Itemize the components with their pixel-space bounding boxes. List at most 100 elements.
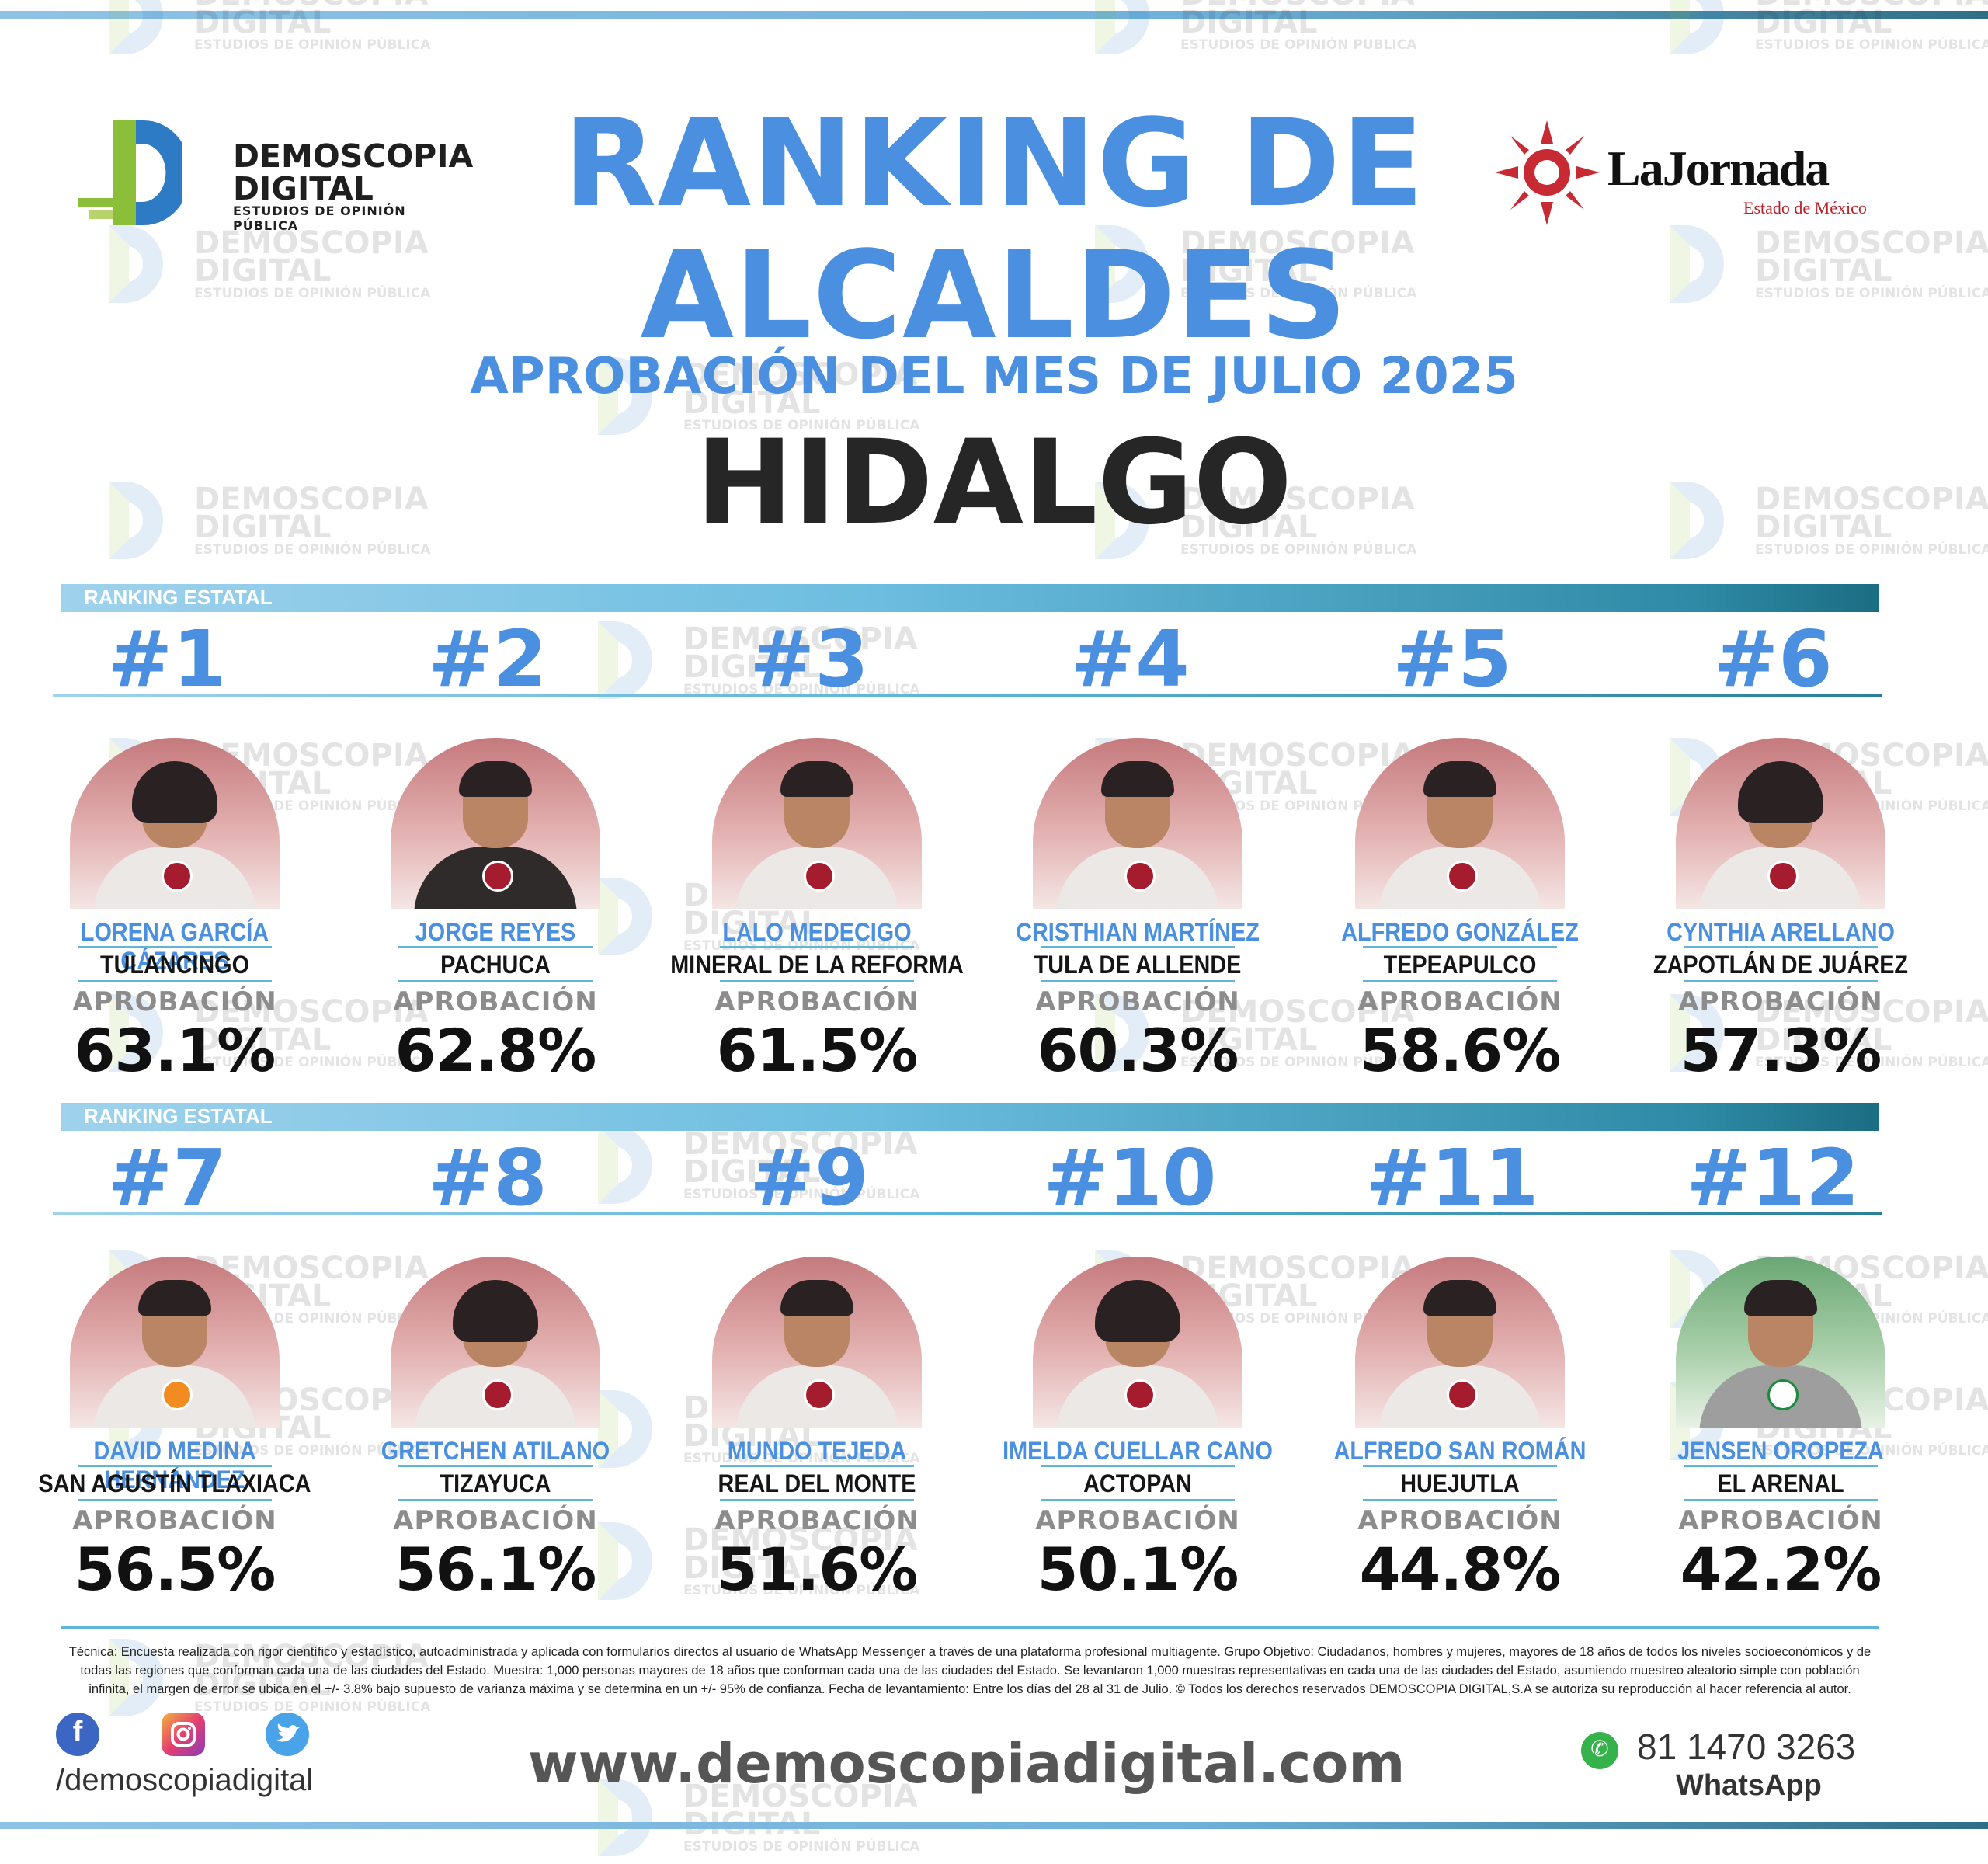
candidate-name: LALO MEDECIGO bbox=[722, 918, 912, 946]
approval-label: APROBACIÓN bbox=[1357, 1505, 1562, 1536]
approval-value: 50.1% bbox=[1037, 1535, 1239, 1604]
candidate-card: ALFREDO SAN ROMÁN HUEJUTLA APROBACIÓN 44.8% bbox=[1297, 1257, 1623, 1604]
rank-number: #5 bbox=[1392, 614, 1512, 704]
candidate-card: LORENA GARCÍA CÁZARES TULANCINGO APROBACIÓ… bbox=[12, 738, 338, 1085]
section-label: RANKING ESTATAL bbox=[84, 586, 273, 609]
state-title: HIDALGO bbox=[695, 416, 1293, 551]
candidate-photo bbox=[70, 738, 280, 909]
approval-value: 56.5% bbox=[74, 1535, 276, 1604]
candidate-card: MUNDO TEJEDA REAL DEL MONTE APROBACIÓN 51.6… bbox=[654, 1257, 980, 1604]
title-line-2: ALCALDES bbox=[640, 224, 1348, 366]
candidate-card: CYNTHIA ARELLANO ZAPOTLÁN DE JUÁREZ APROBA… bbox=[1618, 738, 1944, 1085]
approval-label: APROBACIÓN bbox=[72, 986, 277, 1017]
facebook-icon[interactable]: f bbox=[56, 1713, 99, 1756]
partner-name: LaJornada bbox=[1607, 141, 1830, 196]
candidate-name: MUNDO TEJEDA bbox=[727, 1437, 907, 1465]
approval-value: 58.6% bbox=[1359, 1016, 1562, 1085]
ranking-band-2: RANKING ESTATAL bbox=[61, 1103, 1879, 1131]
candidate-card: ALFREDO GONZÁLEZ TEPEAPULCO APROBACIÓN 58.6… bbox=[1297, 738, 1623, 1085]
municipality-name: REAL DEL MONTE bbox=[718, 1469, 916, 1497]
approval-label: APROBACIÓN bbox=[1678, 1505, 1883, 1536]
website-link[interactable]: www.demoscopiadigital.com bbox=[528, 1732, 1406, 1796]
rank-number: #6 bbox=[1713, 614, 1833, 704]
twitter-icon[interactable] bbox=[266, 1713, 309, 1756]
candidate-photo bbox=[1355, 738, 1565, 909]
partner-sub: Estado de México bbox=[1743, 198, 1867, 217]
municipality-name: ACTOPAN bbox=[1083, 1469, 1192, 1497]
section-label: RANKING ESTATAL bbox=[84, 1104, 273, 1128]
rank-number: #7 bbox=[107, 1132, 227, 1223]
la-jornada-logo: LaJornada Estado de México bbox=[1495, 120, 1883, 229]
approval-value: 51.6% bbox=[716, 1535, 919, 1604]
candidate-name: JORGE REYES bbox=[415, 918, 576, 946]
rank-divider-1 bbox=[53, 694, 1882, 697]
rank-number: #9 bbox=[749, 1132, 869, 1223]
candidate-name: IMELDA CUELLAR CANO bbox=[1003, 1437, 1273, 1465]
approval-label: APROBACIÓN bbox=[393, 986, 598, 1017]
candidate-photo bbox=[1355, 1257, 1565, 1428]
municipality-name: PACHUCA bbox=[440, 951, 551, 979]
party-badge-icon bbox=[1124, 861, 1156, 892]
municipality-name: HUEJUTLA bbox=[1400, 1469, 1520, 1497]
footer-divider bbox=[61, 1626, 1879, 1629]
party-badge-icon bbox=[1447, 1379, 1478, 1410]
municipality-name: SAN AGUSTÍN TLAXIACA bbox=[38, 1469, 311, 1497]
candidate-photo bbox=[1033, 1257, 1242, 1428]
approval-label: APROBACIÓN bbox=[714, 1505, 919, 1536]
party-badge-icon bbox=[1447, 861, 1478, 892]
approval-label: APROBACIÓN bbox=[1035, 986, 1240, 1017]
candidate-card: IMELDA CUELLAR CANO ACTOPAN APROBACIÓN 50.1… bbox=[975, 1257, 1301, 1604]
rank-number: #4 bbox=[1070, 614, 1190, 704]
candidate-photo bbox=[1033, 738, 1242, 909]
approval-label: APROBACIÓN bbox=[1035, 1505, 1240, 1536]
approval-label: APROBACIÓN bbox=[714, 986, 919, 1017]
candidate-name: ALFREDO SAN ROMÁN bbox=[1333, 1437, 1587, 1465]
candidate-card: CRISTHIAN MARTÍNEZ TULA DE ALLENDE APROBAC… bbox=[975, 738, 1301, 1085]
approval-label: APROBACIÓN bbox=[72, 1505, 277, 1536]
candidate-card: JORGE REYES PACHUCA APROBACIÓN 62.8% bbox=[332, 738, 659, 1085]
party-badge-icon bbox=[482, 1379, 513, 1410]
approval-value: 42.2% bbox=[1680, 1535, 1882, 1604]
approval-label: APROBACIÓN bbox=[393, 1505, 598, 1536]
candidate-photo bbox=[391, 1257, 600, 1428]
demoscopia-tagline: ESTUDIOS DE OPINIÓN PÚBLICA bbox=[233, 203, 406, 233]
candidate-card: JENSEN OROPEZA EL ARENAL APROBACIÓN 42.2% bbox=[1618, 1257, 1944, 1604]
approval-value: 57.3% bbox=[1680, 1016, 1882, 1085]
demoscopia-d-logo-icon bbox=[78, 120, 182, 225]
demoscopia-logo: DEMOSCOPIA DIGITAL ESTUDIOS DE OPINIÓN P… bbox=[78, 116, 473, 233]
rank-divider-2 bbox=[53, 1212, 1882, 1215]
candidate-card: GRETCHEN ATILANO TIZAYUCA APROBACIÓN 56.1% bbox=[332, 1257, 659, 1604]
subtitle: APROBACIÓN DEL MES DE JULIO 2025 bbox=[470, 348, 1518, 405]
approval-label: APROBACIÓN bbox=[1357, 986, 1562, 1017]
candidate-card: LALO MEDECIGO MINERAL DE LA REFORMA APROBA… bbox=[654, 738, 980, 1085]
rank-number: #3 bbox=[749, 614, 869, 704]
candidate-name: CYNTHIA ARELLANO bbox=[1667, 918, 1895, 946]
sun-icon bbox=[1495, 120, 1600, 225]
party-badge-icon bbox=[482, 861, 513, 892]
party-badge-icon bbox=[162, 1379, 193, 1410]
phone-number[interactable]: 81 1470 3263 bbox=[1637, 1727, 1856, 1767]
candidate-photo bbox=[70, 1257, 280, 1428]
rank-number: #1 bbox=[107, 614, 227, 704]
social-handle[interactable]: /demoscopiadigital bbox=[56, 1763, 314, 1797]
party-badge-icon bbox=[162, 861, 193, 892]
municipality-name: TEPEAPULCO bbox=[1383, 951, 1537, 979]
candidate-name: LORENA GARCÍA CÁZARES bbox=[80, 918, 269, 975]
instagram-icon[interactable] bbox=[162, 1713, 205, 1756]
party-badge-icon bbox=[804, 1379, 835, 1410]
methodology-text: Técnica: Encuesta realizada con rigor ci… bbox=[68, 1645, 1872, 1696]
candidate-photo bbox=[1676, 738, 1885, 909]
candidate-photo bbox=[1676, 1257, 1885, 1428]
candidate-name: DAVID MEDINA HERNÁNDEZ bbox=[93, 1437, 256, 1494]
approval-value: 60.3% bbox=[1037, 1016, 1239, 1085]
title-line-1: RANKING DE bbox=[563, 92, 1425, 234]
approval-label: APROBACIÓN bbox=[1678, 986, 1883, 1017]
approval-value: 56.1% bbox=[394, 1535, 597, 1604]
candidate-photo bbox=[712, 1257, 922, 1428]
candidate-photo bbox=[712, 738, 922, 909]
party-badge-icon bbox=[804, 861, 835, 892]
whatsapp-icon[interactable]: ✆ bbox=[1581, 1732, 1618, 1769]
candidate-photo bbox=[391, 738, 600, 909]
